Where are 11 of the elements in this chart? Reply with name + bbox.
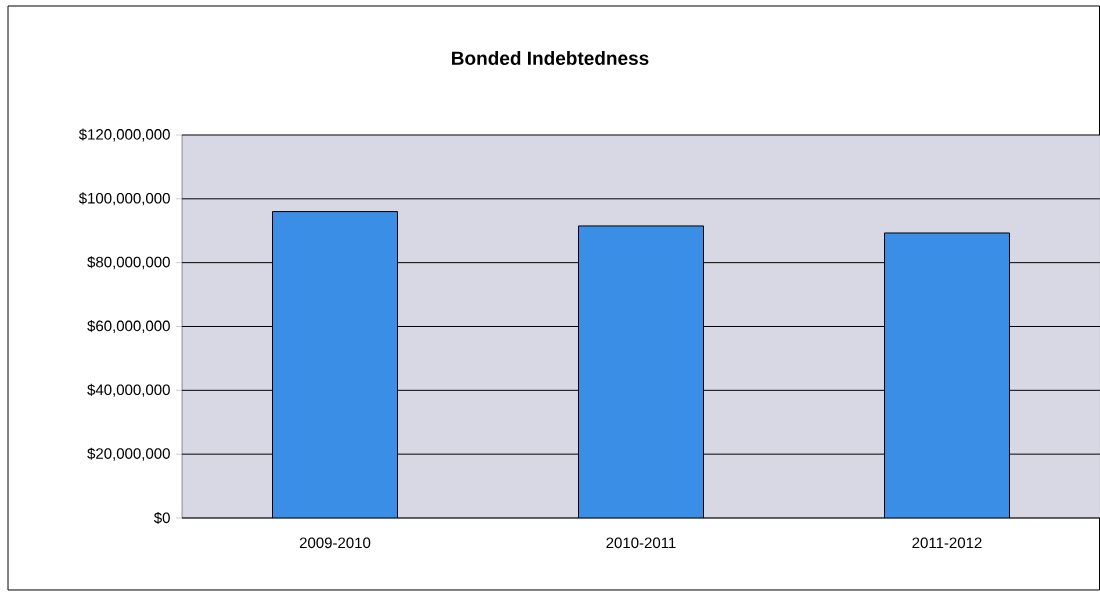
x-tick-label: 2010-2011	[606, 537, 676, 549]
y-tick-label: $60,000,000	[87, 319, 170, 333]
y-tick-label: $100,000,000	[78, 192, 170, 206]
y-tick-label: $0	[153, 511, 170, 525]
y-tick-label: $20,000,000	[87, 447, 170, 461]
y-tick-label: $40,000,000	[87, 383, 170, 397]
chart-title: Bonded Indebtedness	[452, 51, 649, 65]
x-tick-label: 2011-2012	[912, 537, 982, 549]
y-tick-label: $120,000,000	[78, 128, 170, 142]
x-tick-label: 2009-2010	[299, 537, 371, 549]
y-tick-label: $80,000,000	[87, 256, 170, 270]
